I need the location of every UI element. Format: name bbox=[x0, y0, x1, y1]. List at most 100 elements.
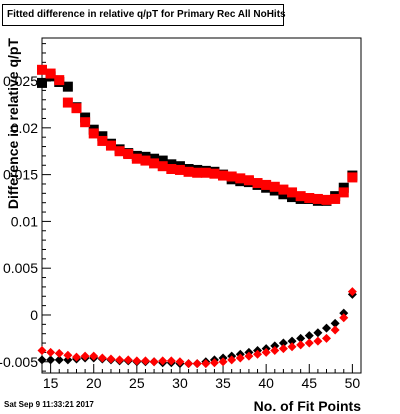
data-point-diamond bbox=[71, 352, 81, 362]
data-point-diamond bbox=[313, 328, 323, 338]
data-point-diamond bbox=[278, 338, 288, 348]
data-point-diamond bbox=[184, 359, 194, 369]
data-point-square bbox=[62, 97, 73, 108]
data-point-square bbox=[192, 167, 203, 178]
data-point-square bbox=[287, 187, 298, 198]
data-point-square bbox=[226, 171, 237, 182]
data-point-square bbox=[114, 146, 125, 157]
data-point-diamond bbox=[313, 336, 323, 346]
data-point-diamond bbox=[149, 357, 159, 367]
data-point-square bbox=[157, 155, 168, 166]
data-point-diamond bbox=[63, 350, 73, 360]
data-point-square bbox=[295, 191, 306, 202]
data-point-square bbox=[149, 158, 160, 169]
data-point-diamond bbox=[287, 336, 297, 346]
data-point-diamond bbox=[209, 358, 219, 368]
data-point-square bbox=[45, 68, 56, 79]
data-point-square bbox=[235, 173, 246, 184]
data-point-square bbox=[80, 117, 91, 128]
data-point-diamond bbox=[296, 340, 306, 350]
data-point-square bbox=[54, 75, 65, 86]
data-point-square bbox=[174, 164, 185, 175]
chart-text: 15 20 25 30 35 40 45 50 -0.005 0 0.005 0.01 0.015 0.0… bbox=[0, 38, 361, 414]
y-tick-label: -0.005 bbox=[0, 354, 38, 370]
data-point-diamond bbox=[261, 347, 271, 357]
data-point-diamond bbox=[54, 348, 64, 358]
plot-area-border bbox=[41, 37, 362, 374]
data-point-diamond bbox=[140, 356, 150, 366]
data-point-diamond bbox=[304, 338, 314, 348]
data-point-square bbox=[269, 181, 280, 192]
data-point-diamond bbox=[347, 287, 357, 297]
data-point-square bbox=[330, 193, 341, 204]
x-tick-label: 25 bbox=[129, 375, 145, 391]
data-point-diamond bbox=[132, 356, 142, 366]
data-point-square bbox=[166, 164, 177, 175]
data-point-diamond bbox=[46, 355, 56, 365]
data-point-diamond bbox=[123, 355, 133, 365]
data-point-square bbox=[157, 161, 168, 172]
data-point-diamond bbox=[296, 333, 306, 343]
data-point-diamond bbox=[330, 318, 340, 328]
data-point-square bbox=[338, 187, 349, 198]
x-tick-label: 20 bbox=[86, 375, 102, 391]
data-point-diamond bbox=[175, 357, 185, 367]
data-point-diamond bbox=[339, 308, 349, 318]
y-tick-label: 0.015 bbox=[3, 167, 38, 183]
data-point-diamond bbox=[270, 341, 280, 351]
data-point-square bbox=[71, 103, 82, 114]
data-point-square bbox=[37, 77, 47, 88]
data-point-square bbox=[252, 178, 263, 189]
data-point-diamond bbox=[97, 353, 107, 363]
y-tick-label: 0 bbox=[30, 307, 38, 323]
data-point-diamond bbox=[330, 325, 340, 335]
data-point-diamond bbox=[89, 351, 99, 361]
data-point-diamond bbox=[287, 342, 297, 352]
chart-title: Fitted difference in relative q/pT for P… bbox=[2, 4, 286, 26]
x-tick-label: 50 bbox=[345, 375, 361, 391]
data-point-diamond bbox=[115, 355, 125, 365]
data-point-diamond bbox=[227, 355, 237, 365]
data-point-diamond bbox=[278, 344, 288, 354]
data-point-diamond bbox=[270, 346, 280, 356]
data-point-diamond bbox=[253, 349, 263, 359]
x-tick-label: 35 bbox=[215, 375, 231, 391]
data-point-diamond bbox=[46, 347, 56, 357]
data-point-diamond bbox=[235, 353, 245, 363]
data-point-diamond bbox=[106, 354, 116, 364]
data-point-diamond bbox=[322, 323, 332, 333]
x-tick-label: 45 bbox=[301, 375, 317, 391]
data-point-square bbox=[209, 168, 220, 179]
data-point-square bbox=[97, 135, 108, 146]
data-point-square bbox=[62, 81, 73, 92]
data-point-diamond bbox=[244, 351, 254, 361]
data-point-square bbox=[261, 179, 272, 190]
data-point-square bbox=[123, 149, 134, 160]
data-point-square bbox=[140, 155, 151, 166]
x-tick-label: 15 bbox=[43, 375, 59, 391]
data-point-diamond bbox=[322, 333, 332, 343]
data-point-diamond bbox=[158, 356, 168, 366]
data-point-square bbox=[131, 153, 142, 164]
data-point-diamond bbox=[304, 331, 314, 341]
y-tick-label: 0.01 bbox=[11, 213, 38, 229]
data-point-square bbox=[312, 193, 323, 204]
y-axis-label: Difference in relative q/pT bbox=[5, 38, 21, 210]
data-point-diamond bbox=[80, 351, 90, 361]
data-point-square bbox=[347, 172, 358, 183]
y-tick-label: 0.025 bbox=[3, 73, 38, 89]
data-point-square bbox=[321, 194, 332, 205]
y-tick-label: 0.005 bbox=[3, 260, 38, 276]
x-axis-label: No. of Fit Points bbox=[254, 398, 362, 414]
data-point-square bbox=[243, 175, 254, 186]
x-tick-label: 30 bbox=[172, 375, 188, 391]
data-point-square bbox=[304, 193, 315, 204]
data-point-square bbox=[218, 170, 229, 181]
data-point-square bbox=[37, 64, 47, 75]
data-marks bbox=[37, 64, 358, 369]
data-point-diamond bbox=[166, 356, 176, 366]
data-point-square bbox=[278, 184, 289, 195]
y-tick-label: 0.02 bbox=[11, 120, 38, 136]
data-point-square bbox=[183, 166, 194, 177]
